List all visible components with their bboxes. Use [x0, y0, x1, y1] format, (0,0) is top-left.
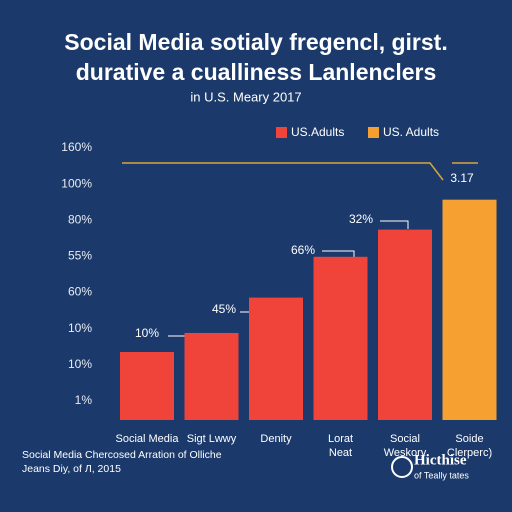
- bar: [442, 199, 497, 420]
- logo-icon: [391, 456, 413, 478]
- legend-swatch: [368, 127, 379, 138]
- x-tick-label: Neat: [329, 447, 352, 459]
- y-tick-label: 1%: [75, 393, 93, 407]
- bar: [378, 229, 432, 420]
- y-tick-label: 10%: [68, 321, 92, 335]
- x-tick-label: Weskory: [384, 447, 427, 459]
- reference-line: [122, 162, 444, 181]
- x-tick-label: Sigt Lwwy: [187, 433, 237, 445]
- bar: [249, 297, 303, 420]
- annotation: 10%: [135, 326, 159, 340]
- bar: [184, 332, 239, 420]
- bar: [120, 352, 174, 420]
- leader-line: [322, 250, 355, 258]
- subtitle: in U.S. Meary 2017: [190, 89, 301, 104]
- y-tick-label: 60%: [68, 285, 92, 299]
- leader-line: [380, 220, 409, 229]
- footer: Jeans Diy, of Л, 2015: [22, 463, 121, 475]
- chart-title: Social Media sotialy fregencl, girst.: [64, 29, 447, 55]
- y-tick-label: 100%: [61, 176, 92, 190]
- footer: Social Media Chercosed Arration of Ollic…: [22, 449, 222, 461]
- annotation: 3.17: [450, 171, 474, 185]
- bar: [313, 256, 368, 420]
- y-tick-label: 10%: [68, 357, 92, 371]
- legend-label: US. Adults: [383, 125, 439, 139]
- legend-swatch: [276, 127, 287, 138]
- x-tick-label: Lorat: [328, 433, 353, 445]
- chart-title: durative a cualliness Lanlenclers: [76, 59, 437, 85]
- annotation: 32%: [349, 212, 373, 226]
- x-tick-label: Social Media: [116, 433, 180, 445]
- y-tick-label: 80%: [68, 212, 92, 226]
- legend-label: US.Adults: [291, 125, 344, 139]
- y-tick-label: 160%: [61, 140, 92, 154]
- x-tick-label: Denity: [260, 433, 292, 445]
- annotation: 66%: [291, 243, 315, 257]
- x-tick-label: Soide: [455, 433, 483, 445]
- logo: of Teally tates: [414, 470, 469, 480]
- x-tick-label: Clerperc): [447, 447, 492, 459]
- logo: Hicthise: [414, 452, 467, 468]
- y-tick-label: 55%: [68, 249, 92, 263]
- annotation: 45%: [212, 302, 236, 316]
- x-tick-label: Social: [390, 433, 420, 445]
